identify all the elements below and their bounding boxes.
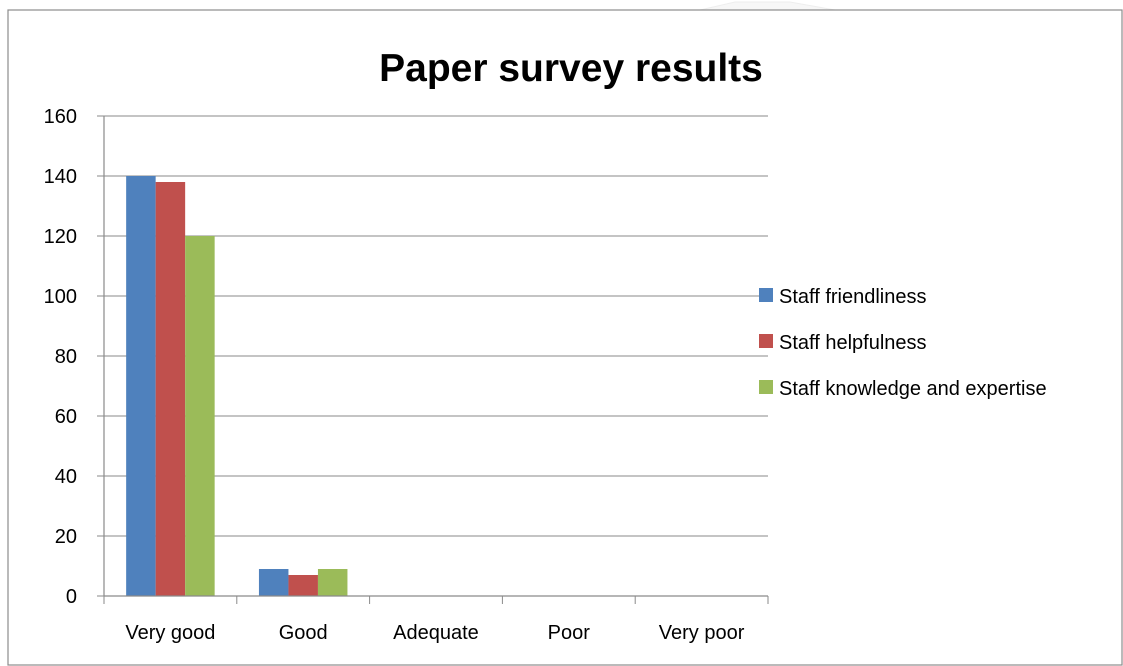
bar-very-good-1 [126, 176, 156, 596]
gridlines [104, 115, 768, 537]
axes [97, 115, 769, 604]
y-axis-tick-label: 0 [66, 586, 77, 608]
x-axis-category-label: Adequate [393, 622, 479, 644]
x-axis-category-label: Very good [125, 622, 215, 644]
y-axis-tick-label: 60 [55, 406, 77, 428]
x-axis-category-label: Poor [548, 622, 591, 644]
bars [126, 176, 348, 596]
y-axis-tick-label: 20 [55, 526, 77, 548]
legend-label: Staff friendliness [779, 286, 927, 308]
bar-good-1 [258, 569, 289, 596]
x-axis-category-labels: Very good Good Adequate Poor Very poor [125, 622, 744, 644]
legend-swatch [759, 288, 773, 302]
x-axis-category-label: Good [279, 622, 328, 644]
legend: Staff friendliness Staff helpfulness Staff… [759, 286, 1047, 400]
x-axis-category-label: Very poor [659, 622, 745, 644]
y-axis-tick-label: 80 [55, 346, 77, 368]
y-axis-tick-labels: 0 20 40 60 80 100 120 140 160 [44, 106, 77, 608]
chart-title: Paper survey results [379, 47, 763, 90]
legend-swatch [759, 380, 773, 394]
legend-label: Staff knowledge and expertise [779, 378, 1047, 400]
y-axis-tick-label: 100 [44, 286, 77, 308]
bar-good-2 [288, 575, 318, 596]
bar-good-3 [317, 569, 348, 596]
y-axis-tick-label: 160 [44, 106, 77, 128]
bar-very-good-2 [155, 182, 186, 596]
legend-swatch [759, 334, 773, 348]
y-axis-tick-label: 140 [44, 166, 77, 188]
background-decoration [699, 1, 836, 11]
legend-label: Staff helpfulness [779, 332, 927, 354]
chart-border [7, 9, 1123, 666]
y-axis-tick-label: 40 [55, 466, 77, 488]
y-axis-tick-label: 120 [44, 226, 77, 248]
bar-very-good-3 [185, 236, 215, 596]
